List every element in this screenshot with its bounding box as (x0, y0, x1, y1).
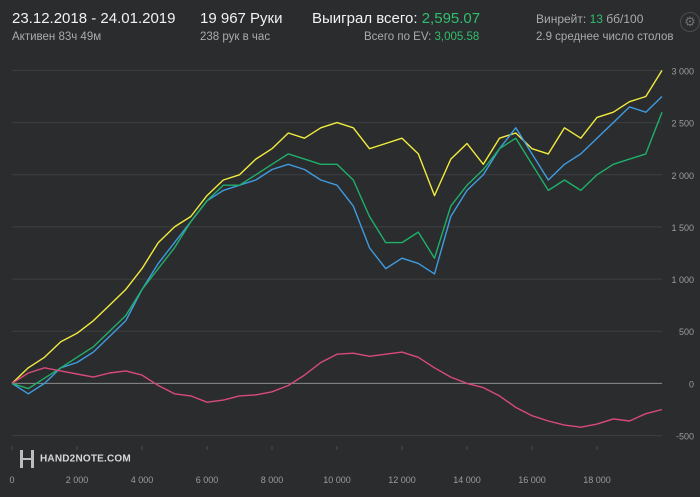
series-line-blue (11, 95, 663, 395)
series-line-pink (11, 351, 663, 428)
active-time: Активен 83ч 49м (12, 31, 102, 43)
won-label: Выиграл всего: (312, 10, 418, 27)
y-tick-label: 1 000 (671, 275, 694, 285)
ev-label: Всего по EV: (364, 31, 432, 43)
x-tick-label: 6 000 (196, 475, 219, 485)
avg-tables: 2.9 среднее число столов (536, 31, 674, 43)
x-tick-label: 4 000 (131, 475, 154, 485)
y-tick-label: 500 (679, 327, 694, 337)
won-value: 2,595.07 (421, 10, 481, 27)
hand2note-logo: HAND2NOTE.COM (20, 450, 131, 468)
ev-value: 3,005.58 (434, 31, 480, 43)
x-tick-label: 2 000 (66, 475, 89, 485)
y-tick-label: 2 500 (671, 119, 694, 129)
x-tick-label: 14 000 (453, 475, 481, 485)
date-range: 23.12.2018 - 24.01.2019 (12, 10, 176, 27)
x-tick-label: 0 (9, 475, 14, 485)
y-tick-label: -500 (676, 432, 694, 442)
profit-chart: 3 000 2 500 2 000 1 500 1 000 500 0 -500 0 2 000 4… (9, 66, 694, 485)
x-tick-label: 18 000 (583, 475, 611, 485)
winrate-label: Винрейт: (536, 12, 587, 26)
logo-text: HAND2NOTE.COM (40, 453, 131, 465)
ev-total: Всего по EV: 3,005.58 (364, 31, 479, 43)
x-tick-label: 16 000 (518, 475, 546, 485)
hands-count: 19 967 Руки (200, 10, 283, 27)
x-tick-label: 12 000 (388, 475, 416, 485)
stats-header: 23.12.2018 - 24.01.2019 Активен 83ч 49м … (0, 0, 700, 52)
y-tick-label: 0 (689, 379, 694, 389)
winrate-unit: бб/100 (606, 12, 644, 26)
y-tick-label: 3 000 (671, 66, 694, 76)
hands-per-hour: 238 рук в час (200, 31, 271, 43)
series-line-green (11, 111, 663, 390)
x-tick-label: 8 000 (261, 475, 284, 485)
won-total: Выиграл всего: 2,595.07 (312, 10, 480, 27)
y-tick-label: 2 000 (671, 171, 694, 181)
logo-icon (20, 450, 34, 468)
gear-icon[interactable]: ⚙ (680, 12, 700, 32)
winrate-value: 13 (589, 12, 603, 26)
y-tick-label: 1 500 (671, 223, 694, 233)
x-tick-label: 10 000 (323, 475, 351, 485)
winrate: Винрейт: 13 бб/100 (536, 12, 643, 26)
series-line-yellow (11, 70, 663, 384)
